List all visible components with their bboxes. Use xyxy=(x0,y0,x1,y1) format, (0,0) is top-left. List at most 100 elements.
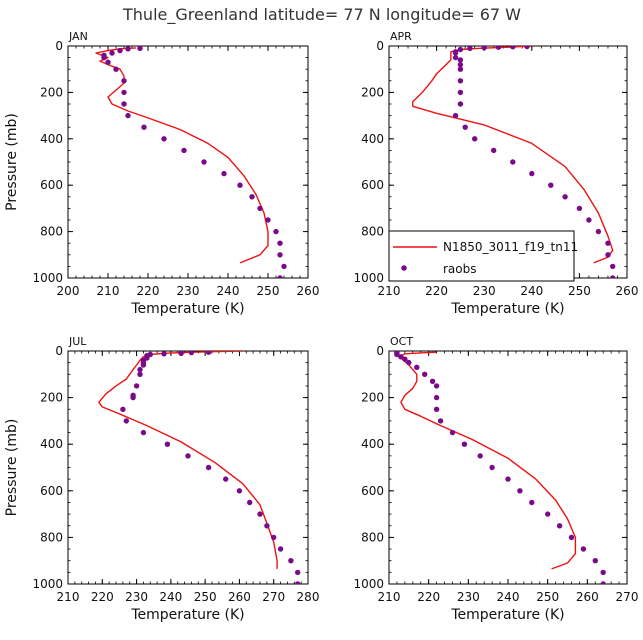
x-tick-label-oct: 230 xyxy=(457,590,480,604)
y-tick-label-oct: 200 xyxy=(361,391,384,405)
panel-frame-oct xyxy=(388,350,628,585)
model-line-oct xyxy=(400,351,577,570)
obs-point-jul xyxy=(247,499,253,506)
obs-point-jan xyxy=(237,182,243,188)
obs-point-oct xyxy=(568,534,575,541)
obs-point-jul xyxy=(295,569,301,576)
obs-point-jan xyxy=(105,59,111,65)
x-tick-label-jan: 220 xyxy=(137,284,160,298)
obs-point-jul xyxy=(178,351,184,356)
legend: N1850_3011_f19_tn11 raobs xyxy=(388,230,578,282)
obs-point-oct xyxy=(556,523,563,529)
obs-point-jan xyxy=(137,46,143,51)
obs-point-jul xyxy=(164,441,171,447)
obs-point-jan xyxy=(201,159,207,165)
y-tick-label-oct: 400 xyxy=(361,437,384,451)
obs-point-jan xyxy=(277,252,283,258)
obs-point-apr xyxy=(605,252,611,258)
panel-label-jul: JUL xyxy=(68,335,87,348)
obs-point-oct xyxy=(600,569,606,576)
obs-point-jan xyxy=(257,205,263,212)
obs-point-jul xyxy=(133,383,140,389)
obs-point-jan xyxy=(113,66,119,72)
y-tick-label-jul: 400 xyxy=(40,437,63,451)
x-tick-label-jan: 250 xyxy=(257,284,280,298)
obs-point-oct xyxy=(529,499,535,506)
panel-frame-jan xyxy=(67,45,309,279)
obs-point-jan xyxy=(117,47,123,54)
y-tick-label-jan: 200 xyxy=(40,85,63,99)
obs-point-apr xyxy=(457,46,464,53)
x-tick-label-apr: 240 xyxy=(520,284,543,298)
obs-point-jan xyxy=(121,78,127,84)
y-tick-label-oct: 1000 xyxy=(353,577,384,591)
obs-point-oct xyxy=(433,394,440,401)
obs-point-jul xyxy=(223,476,229,482)
x-tick-label-jan: 260 xyxy=(297,284,320,298)
obs-point-jan xyxy=(141,124,147,130)
obs-point-oct xyxy=(580,546,587,552)
obs-point-jul xyxy=(271,534,277,541)
obs-point-jul xyxy=(288,558,294,564)
obs-point-oct xyxy=(398,354,404,360)
x-tick-label-apr: 210 xyxy=(378,284,401,298)
model-line-jan xyxy=(95,47,269,264)
x-axis-label-jan: Temperature (K) xyxy=(130,301,244,317)
panels: 200 210 220 230 240 250 260 0 200 400 600 800 1000 JA… xyxy=(4,30,638,623)
x-tick-label-oct: 240 xyxy=(497,590,520,604)
y-axis-label-jul: Pressure (mb) xyxy=(4,419,20,517)
obs-point-jul xyxy=(140,429,147,436)
obs-point-jul xyxy=(140,362,147,368)
obs-point-jan xyxy=(121,89,127,96)
plot-area-jan xyxy=(95,46,287,278)
model-line-apr xyxy=(412,46,614,264)
obs-point-jul xyxy=(161,351,167,357)
obs-point-oct xyxy=(461,441,468,447)
y-tick-label-jul: 600 xyxy=(40,484,63,498)
x-tick-label-jan: 230 xyxy=(177,284,200,298)
x-tick-label-jul: 240 xyxy=(159,590,182,604)
panel-label-oct: OCT xyxy=(390,335,413,348)
y-tick-label-jan: 400 xyxy=(40,132,63,146)
obs-point-apr xyxy=(510,46,516,50)
x-tick-label-oct: 210 xyxy=(378,590,401,604)
obs-point-oct xyxy=(433,406,440,412)
obs-point-apr xyxy=(610,275,616,278)
obs-point-oct xyxy=(592,558,598,564)
y-tick-label-oct: 800 xyxy=(361,530,384,544)
obs-point-jan xyxy=(109,50,115,56)
obs-point-oct xyxy=(545,511,551,517)
obs-point-jul xyxy=(257,511,263,517)
legend-obs-swatch xyxy=(401,265,407,271)
panel-oct: 210 220 230 240 250 260 270 0 200 400 600 800 1000 OC… xyxy=(353,335,638,623)
x-axis-label-apr: Temperature (K) xyxy=(450,301,564,317)
legend-model-label: N1850_3011_f19_tn11 xyxy=(443,240,578,254)
obs-point-apr xyxy=(529,170,535,177)
y-tick-label-apr: 600 xyxy=(361,178,384,192)
x-axis-label-jul: Temperature (K) xyxy=(130,607,244,623)
obs-point-jan xyxy=(277,275,283,278)
y-tick-label-apr: 400 xyxy=(361,132,384,146)
obs-point-apr xyxy=(605,240,611,246)
x-tick-label-jan: 240 xyxy=(217,284,240,298)
y-axis-label-jan: Pressure (mb) xyxy=(4,113,20,211)
x-tick-label-apr: 260 xyxy=(616,284,639,298)
x-tick-label-apr: 220 xyxy=(425,284,448,298)
legend-box xyxy=(388,230,575,282)
obs-point-apr xyxy=(481,46,487,51)
y-tick-label-jul: 200 xyxy=(40,391,63,405)
x-tick-label-oct: 250 xyxy=(536,590,559,604)
x-tick-label-oct: 220 xyxy=(417,590,440,604)
obs-point-apr xyxy=(524,46,530,50)
y-tick-label-jan: 1000 xyxy=(32,271,63,285)
obs-point-jan xyxy=(221,170,227,177)
y-tick-label-oct: 0 xyxy=(376,344,384,358)
obs-point-jan xyxy=(161,136,167,142)
obs-point-jul xyxy=(188,351,195,356)
obs-point-apr xyxy=(457,101,464,107)
y-tick-label-jul: 1000 xyxy=(32,577,63,591)
x-tick-label-oct: 260 xyxy=(576,590,599,604)
obs-point-apr xyxy=(586,217,592,223)
panel-frame-jul xyxy=(67,350,309,585)
obs-point-apr xyxy=(510,159,516,165)
